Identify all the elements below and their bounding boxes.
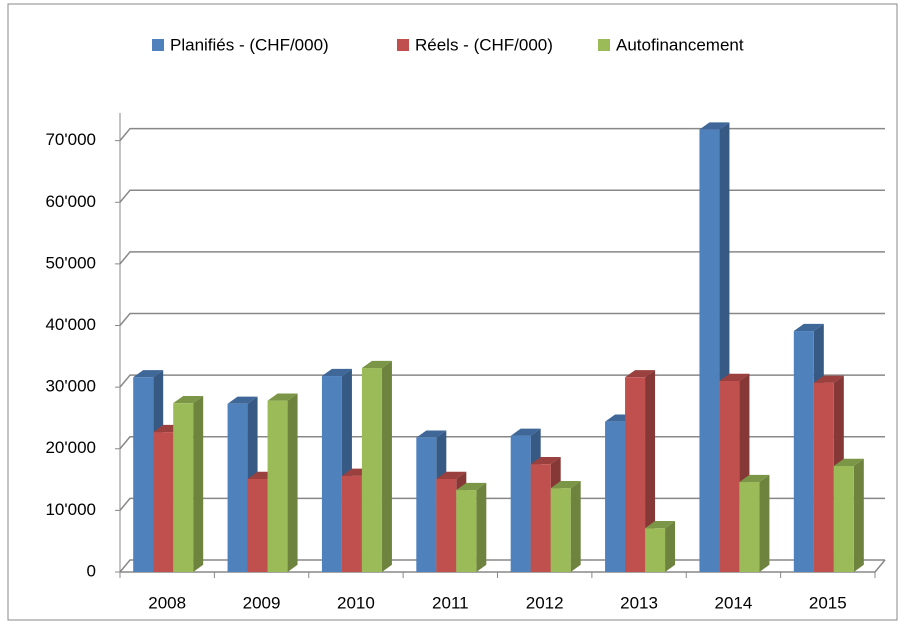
bar-front — [530, 464, 551, 572]
bar-top — [530, 456, 561, 465]
bar-top — [456, 482, 487, 491]
bar-front — [173, 403, 194, 572]
bar-front — [550, 488, 571, 572]
y-tick-label: 30'000 — [45, 377, 96, 396]
bar-front — [699, 129, 720, 572]
bar-front — [361, 368, 382, 572]
bar-top — [645, 521, 676, 529]
bar-side — [759, 474, 770, 572]
bar-top — [510, 428, 541, 436]
bar-side — [570, 480, 581, 572]
x-tick-label: 2012 — [526, 593, 564, 612]
legend-label: Autofinancement — [616, 35, 744, 54]
bar-front — [133, 377, 154, 572]
bar-top — [173, 395, 204, 404]
y-tick-label: 40'000 — [45, 315, 96, 334]
x-tick-label: 2013 — [620, 593, 658, 612]
bar-top — [739, 474, 770, 483]
bar-top — [321, 368, 352, 377]
bar-top — [793, 323, 824, 332]
bar — [833, 458, 864, 572]
bar-side — [853, 458, 864, 572]
bar — [739, 474, 770, 572]
bar-front — [436, 478, 457, 572]
bar-top — [267, 393, 298, 401]
x-tick-label: 2014 — [715, 593, 753, 612]
y-tick-label: 20'000 — [45, 438, 96, 457]
bar-front — [813, 382, 834, 572]
bar-front — [247, 478, 268, 572]
bar-front — [625, 377, 646, 572]
x-tick-label: 2015 — [809, 593, 847, 612]
grid-line — [119, 189, 885, 203]
bar-top — [227, 396, 258, 404]
bar-front — [793, 331, 814, 572]
x-tick-label: 2008 — [148, 593, 186, 612]
bar — [361, 360, 392, 572]
y-tick-label: 60'000 — [45, 192, 96, 211]
bar-top — [550, 480, 581, 489]
grid-line — [119, 312, 885, 326]
bar-top — [416, 430, 447, 438]
bar-side — [287, 393, 298, 572]
x-tick-label: 2011 — [432, 593, 469, 612]
y-tick-label: 50'000 — [45, 253, 96, 272]
bar-front — [227, 403, 248, 572]
bar-front — [321, 376, 342, 572]
legend-swatch — [152, 39, 164, 51]
bar-front — [739, 482, 760, 572]
bar-side — [381, 360, 392, 572]
bar-top — [625, 370, 656, 378]
y-tick-label: 70'000 — [45, 130, 96, 149]
y-tick-label: 10'000 — [45, 500, 96, 519]
legend-label: Réels - (CHF/000) — [415, 35, 553, 54]
bar-front — [605, 421, 626, 572]
bar — [645, 521, 676, 572]
bar-front — [645, 528, 666, 572]
bar — [550, 480, 581, 572]
bar-side — [645, 370, 656, 572]
grid-line — [119, 127, 885, 142]
bar-side — [665, 521, 676, 572]
x-tick-label: 2009 — [243, 593, 281, 612]
bar-top — [133, 370, 164, 378]
bar — [267, 393, 298, 572]
bar-front — [341, 475, 362, 572]
y-tick-label: 0 — [87, 561, 96, 580]
bar-front — [510, 435, 531, 572]
legend-label: Planifiés - (CHF/000) — [170, 35, 329, 54]
bar-front — [267, 400, 288, 572]
x-tick-label: 2010 — [337, 593, 375, 612]
bar-side — [193, 395, 204, 572]
bar-front — [719, 380, 740, 572]
bar-front — [456, 490, 477, 572]
bar-top — [436, 471, 467, 479]
bar-front — [153, 432, 174, 572]
bar-side — [476, 482, 487, 572]
bar-top — [813, 375, 844, 383]
bar-front — [416, 437, 437, 572]
grid-line — [119, 251, 885, 265]
bar — [173, 395, 204, 572]
bar-top — [719, 373, 750, 381]
bar — [456, 482, 487, 572]
bar-front — [833, 466, 854, 572]
legend-swatch — [598, 39, 610, 51]
bar — [625, 370, 656, 572]
legend-swatch — [397, 39, 409, 51]
bar-top — [833, 458, 864, 467]
bar-top — [699, 122, 730, 130]
bar-top — [361, 360, 392, 369]
